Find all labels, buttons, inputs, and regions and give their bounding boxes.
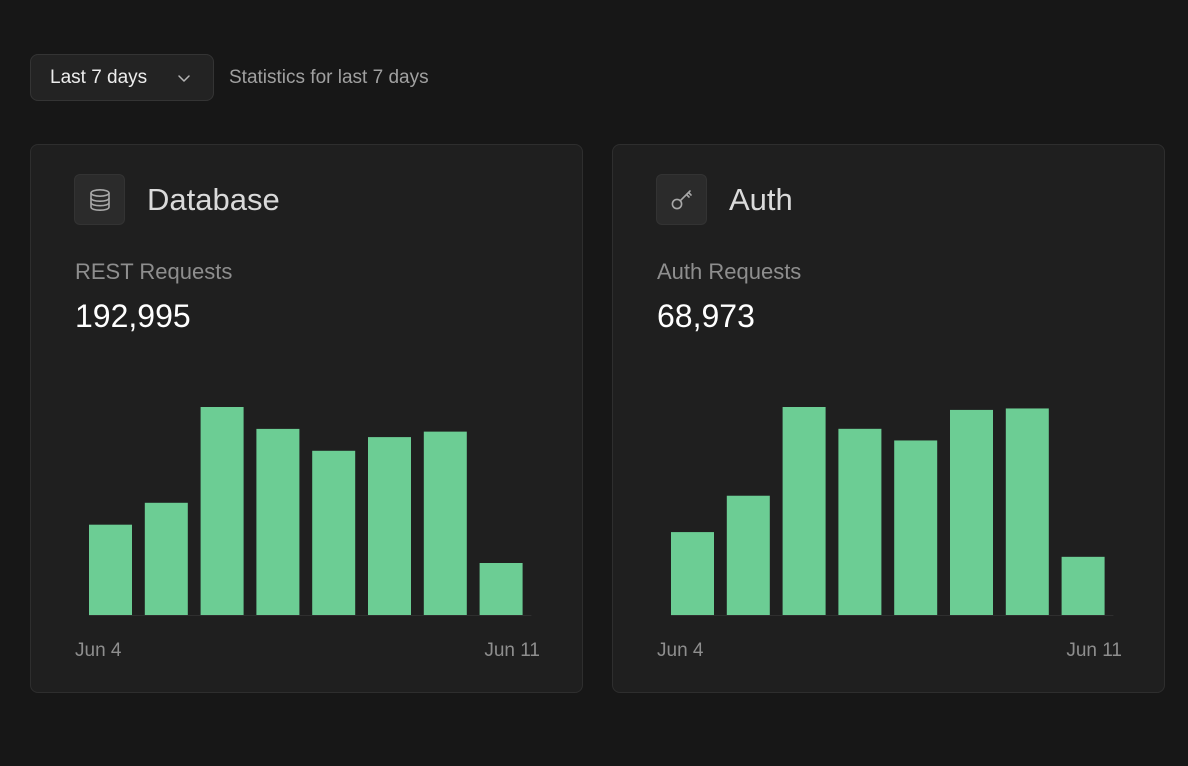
range-description: Statistics for last 7 days bbox=[229, 66, 429, 88]
chart-bar[interactable] bbox=[894, 440, 938, 615]
auth-card[interactable]: Auth Auth Requests 68,973 Jun 4 Jun 11 bbox=[612, 144, 1165, 693]
x-tick-label-start: Jun 4 bbox=[75, 640, 122, 661]
chart-bar[interactable] bbox=[1061, 556, 1105, 615]
chart-bar[interactable] bbox=[312, 450, 356, 615]
chart-bar[interactable] bbox=[256, 428, 300, 615]
card-title: Auth bbox=[729, 181, 793, 217]
card-header: Auth bbox=[656, 174, 793, 225]
x-tick-label-end: Jun 11 bbox=[1066, 640, 1122, 661]
chart-bar[interactable] bbox=[200, 407, 244, 615]
date-range-dropdown[interactable]: Last 7 days bbox=[30, 54, 214, 101]
chart-bar[interactable] bbox=[726, 495, 770, 615]
chart-bar[interactable] bbox=[423, 431, 467, 615]
metric-label: REST Requests bbox=[75, 259, 233, 284]
chart-bar[interactable] bbox=[89, 524, 132, 615]
chevron-down-icon bbox=[178, 74, 190, 82]
metric-label: Auth Requests bbox=[657, 259, 802, 284]
key-icon bbox=[656, 174, 707, 225]
database-icon bbox=[74, 174, 125, 225]
card-title: Database bbox=[147, 181, 280, 217]
x-tick-label-start: Jun 4 bbox=[657, 640, 704, 661]
chart-bar[interactable] bbox=[838, 428, 882, 615]
chart-bar[interactable] bbox=[144, 502, 188, 615]
chart-bar[interactable] bbox=[950, 409, 993, 615]
chart-bar[interactable] bbox=[782, 407, 826, 615]
chart-bar[interactable] bbox=[368, 437, 411, 615]
card-header: Database bbox=[74, 174, 280, 225]
auth-requests-chart: Jun 4 Jun 11 bbox=[657, 407, 1122, 661]
rest-requests-chart: Jun 4 Jun 11 bbox=[75, 407, 540, 661]
toolbar: Last 7 days Statistics for last 7 days bbox=[30, 54, 429, 101]
chart-bar[interactable] bbox=[671, 532, 714, 615]
x-tick-label-end: Jun 11 bbox=[484, 640, 540, 661]
chart-bar[interactable] bbox=[1005, 408, 1049, 615]
metric-value: 68,973 bbox=[657, 298, 755, 334]
chart-bar[interactable] bbox=[479, 563, 523, 615]
database-card[interactable]: Database REST Requests 192,995 Jun 4 Jun … bbox=[30, 144, 583, 693]
metric-value: 192,995 bbox=[75, 298, 191, 334]
date-range-label: Last 7 days bbox=[50, 66, 148, 88]
